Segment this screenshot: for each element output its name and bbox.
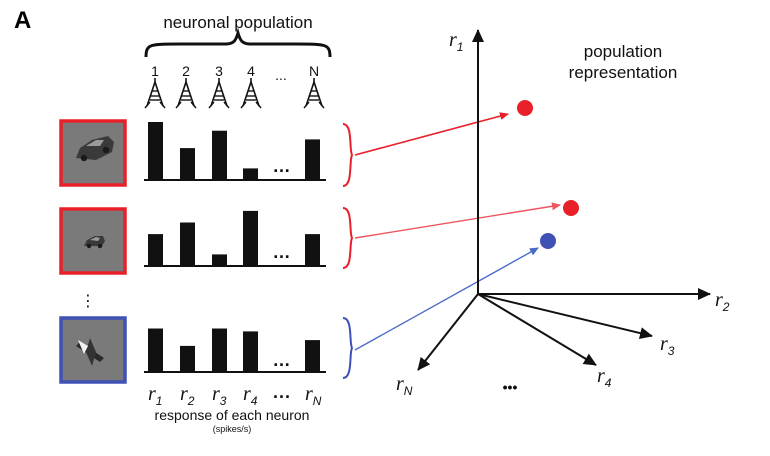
axis-rN — [417, 293, 479, 371]
response-bar — [243, 168, 258, 180]
r-label-row: r1 r2 r3 r4 ... rN — [148, 382, 322, 408]
population-brace — [144, 27, 332, 58]
car-icon — [84, 236, 105, 249]
representation-point-3 — [540, 233, 556, 249]
neuron-index: 1 — [151, 63, 159, 79]
response-bars — [144, 122, 326, 373]
r-label: r3 — [212, 383, 227, 408]
neuron-icon — [303, 77, 325, 109]
row-brace-3 — [342, 317, 354, 379]
response-bar — [212, 254, 227, 266]
response-bar — [305, 139, 320, 180]
representation-title-line1: population — [584, 42, 662, 61]
representation-point-1 — [517, 100, 533, 116]
axis-label-r3: r3 — [660, 333, 675, 358]
response-bar — [148, 122, 163, 180]
neuron-icon — [240, 77, 262, 109]
neuron-index: 2 — [182, 63, 190, 79]
neuron-index: N — [309, 63, 319, 79]
neuron-index: 4 — [247, 63, 255, 79]
stimulus-ellipsis: ⋮ — [80, 293, 96, 310]
bar-ellipsis: … — [273, 242, 292, 262]
plane-icon — [76, 338, 104, 366]
response-bar — [305, 340, 320, 372]
car-icon — [76, 136, 114, 162]
r-label-ellipsis: ... — [273, 382, 291, 402]
neuron-index-row: 1 2 3 4 ... N — [151, 63, 319, 83]
response-bar — [180, 345, 195, 372]
population-title: neuronal population — [163, 13, 312, 32]
response-bar — [180, 222, 195, 266]
r-label: r2 — [180, 383, 195, 408]
representation-title-line2: representation — [569, 63, 678, 82]
stimulus-car-large — [59, 119, 127, 187]
stimulus-plane — [59, 316, 127, 384]
response-units: (spikes/s) — [213, 424, 252, 434]
response-bar — [243, 210, 258, 266]
r-label: r1 — [148, 383, 162, 408]
mapping-arrow-2 — [354, 202, 561, 239]
neuron-icons — [144, 77, 325, 109]
neuron-icon — [208, 77, 230, 109]
response-bar — [148, 234, 163, 266]
response-bar — [212, 130, 227, 180]
neuron-index: 3 — [215, 63, 223, 79]
stimulus-car-small — [59, 207, 127, 275]
axis-ellipsis: ••• — [503, 379, 518, 395]
neuron-index-ellipsis: ... — [275, 67, 287, 83]
bar-ellipsis: … — [273, 156, 292, 176]
response-bar — [180, 148, 195, 180]
axis-r3 — [477, 293, 653, 340]
r-label: rN — [305, 383, 322, 408]
neuron-icon — [144, 77, 166, 109]
axis-label-rN: rN — [396, 373, 413, 398]
mapping-arrow-3 — [354, 247, 539, 351]
mapping-arrow-1 — [354, 112, 509, 156]
axis-label-r1: r1 — [449, 29, 463, 54]
response-bar — [305, 234, 320, 266]
bar-ellipsis: … — [273, 350, 292, 370]
response-bar — [243, 331, 258, 372]
axis-r4 — [477, 293, 597, 366]
response-label: response of each neuron — [155, 407, 310, 423]
panel-letter: A — [14, 7, 31, 34]
axis-label-r2: r2 — [715, 289, 730, 314]
response-bar — [148, 328, 163, 372]
row-brace-2 — [342, 207, 354, 269]
representation-point-2 — [563, 200, 579, 216]
r-label: r4 — [243, 383, 258, 408]
population-axes — [417, 29, 711, 371]
row-brace-1 — [342, 123, 354, 187]
response-bar — [212, 328, 227, 372]
axis-label-r4: r4 — [597, 365, 612, 390]
neuron-icon — [175, 77, 197, 109]
